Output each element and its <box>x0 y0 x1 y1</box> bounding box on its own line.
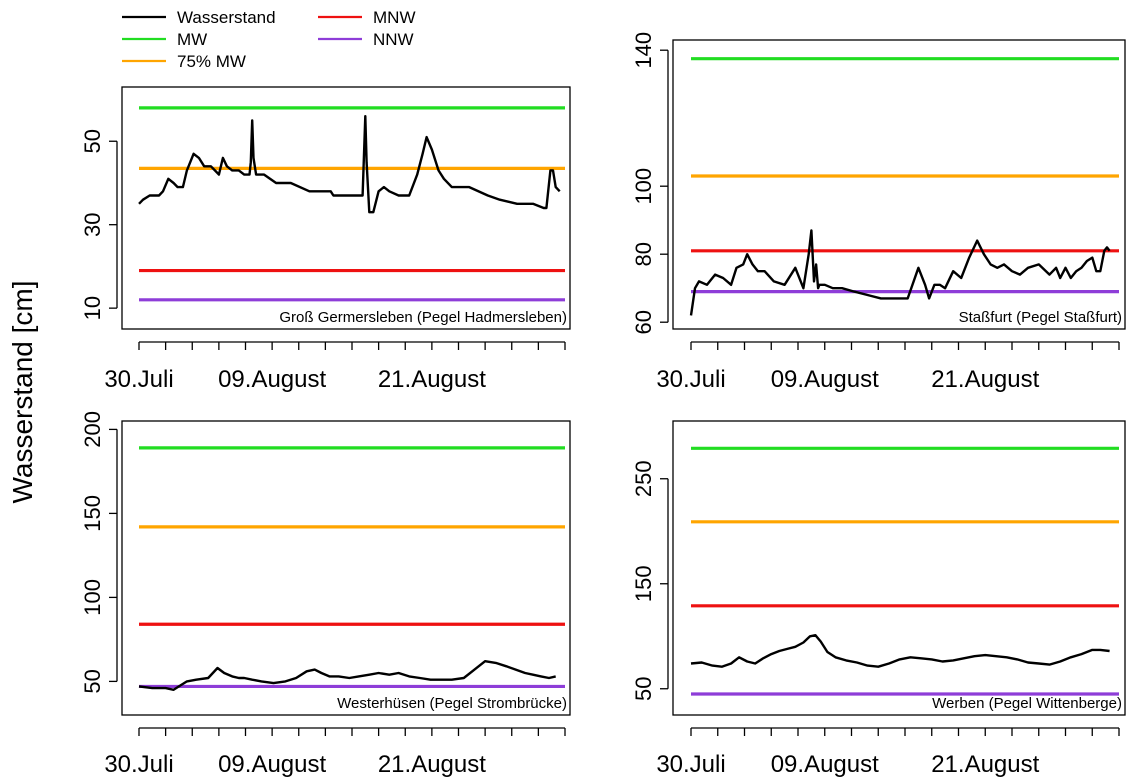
plot-frame <box>672 420 1126 716</box>
x-tick-label: 09.August <box>771 366 879 393</box>
x-tick-label: 09.August <box>218 751 326 778</box>
y-axis: 10 30 50 <box>80 129 118 320</box>
x-tick-label: 30.Juli <box>656 366 725 393</box>
panel-title: Groß Germersleben (Pegel Hadmersleben) <box>279 309 567 326</box>
x-axis: 30.Juli 09.August 21.August <box>104 341 566 393</box>
y-tick-label: 50 <box>631 677 656 701</box>
series-wasserstand <box>690 634 1110 668</box>
x-tick-label: 30.Juli <box>656 751 725 778</box>
panel-2: 60 80 100 140 30.Juli 09.August 21.August Staßf… <box>631 32 1126 393</box>
x-axis: 30.Juli 09.August 21.August <box>656 727 1120 778</box>
x-tick-label: 30.Juli <box>104 366 173 393</box>
series-wasserstand <box>138 660 556 691</box>
y-tick-label: 60 <box>631 310 656 334</box>
x-tick-label: 21.August <box>378 751 486 778</box>
legend-label-1: MW <box>177 30 207 49</box>
plot-frame <box>672 39 1126 330</box>
plot-frame <box>121 420 571 716</box>
legend-label-0: Wasserstand <box>177 8 276 27</box>
x-tick-label: 09.August <box>771 751 879 778</box>
x-axis: 30.Juli 09.August 21.August <box>656 341 1120 393</box>
x-axis: 30.Juli 09.August 21.August <box>104 727 566 778</box>
panel-title: Werben (Pegel Wittenberge) <box>932 695 1122 712</box>
y-tick-label: 80 <box>631 242 656 266</box>
y-axis: 50 150 250 <box>631 460 669 701</box>
y-tick-label: 150 <box>631 565 656 602</box>
panel-title: Westerhüsen (Pegel Strombrücke) <box>337 695 567 712</box>
series-wasserstand <box>138 114 561 214</box>
panel-title: Staßfurt (Pegel Staßfurt) <box>959 309 1122 326</box>
y-tick-label: 10 <box>80 296 105 320</box>
y-tick-label: 50 <box>80 669 105 693</box>
plot-frame <box>121 86 571 330</box>
legend-label-2: 75% MW <box>177 52 246 71</box>
y-axis-title: Wasserstand [cm] <box>7 280 38 503</box>
y-tick-label: 200 <box>80 411 105 448</box>
y-tick-label: 100 <box>631 168 656 205</box>
panel-1: 10 30 50 30.Juli 09.August 21.August Groß Germ… <box>80 86 571 393</box>
x-tick-label: 21.August <box>931 751 1039 778</box>
y-tick-label: 140 <box>631 32 656 69</box>
y-axis: 60 80 100 140 <box>631 32 669 334</box>
x-tick-label: 21.August <box>378 366 486 393</box>
panel-3: 50 100 150 200 30.Juli 09.August 21.August West… <box>80 411 571 778</box>
x-tick-label: 09.August <box>218 366 326 393</box>
series-wasserstand <box>689 229 1111 316</box>
x-tick-label: 21.August <box>931 366 1039 393</box>
legend-label-4: NNW <box>373 30 414 49</box>
legend-label-3: MNW <box>373 8 415 27</box>
y-axis: 50 100 150 200 <box>80 411 118 694</box>
y-tick-label: 250 <box>631 460 656 497</box>
legend: Wasserstand MW 75% MW MNW NNW <box>122 8 415 71</box>
y-tick-label: 100 <box>80 579 105 616</box>
panel-4: 50 150 250 30.Juli 09.August 21.August Werben … <box>631 420 1126 778</box>
x-tick-label: 30.Juli <box>104 751 173 778</box>
y-tick-label: 150 <box>80 495 105 532</box>
y-tick-label: 50 <box>80 129 105 153</box>
y-tick-label: 30 <box>80 212 105 236</box>
